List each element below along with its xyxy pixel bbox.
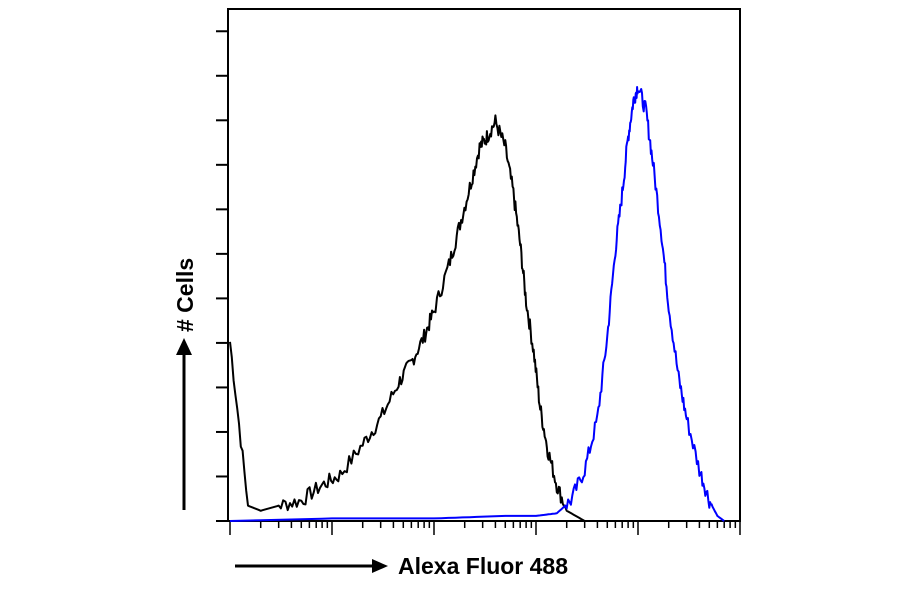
x-axis-arrowhead <box>372 559 388 573</box>
y-axis-label: # Cells <box>172 258 198 332</box>
y-axis-ticks <box>216 30 228 522</box>
series-group <box>229 86 725 522</box>
x-axis-label: Alexa Fluor 488 <box>398 553 568 579</box>
x-axis-ticks <box>229 521 741 535</box>
series-line-black <box>229 114 586 522</box>
y-axis-arrowhead <box>176 338 192 355</box>
plot-frame <box>227 8 741 522</box>
series-line-blue <box>229 86 725 522</box>
